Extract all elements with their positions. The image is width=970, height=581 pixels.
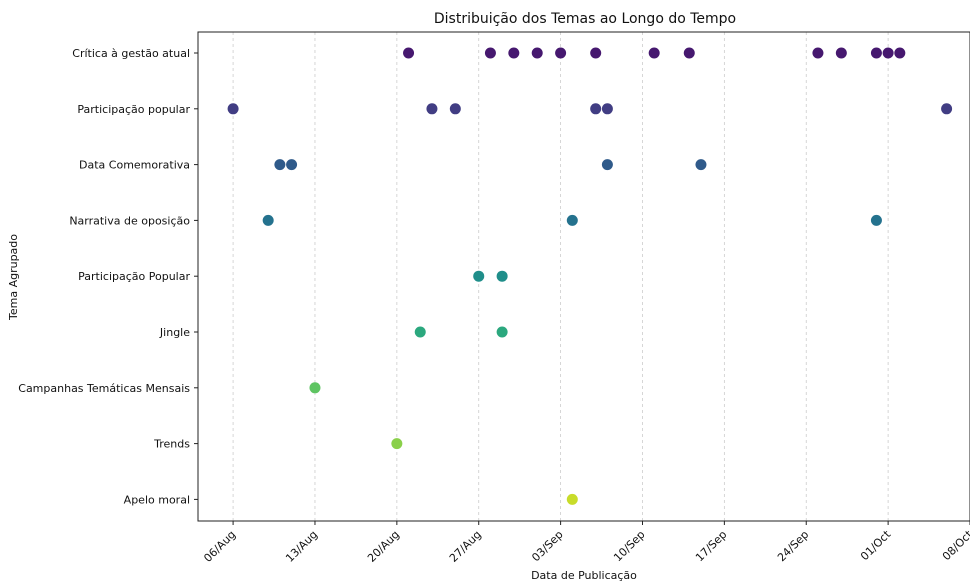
y-category-label: Apelo moral xyxy=(124,493,190,506)
point-narrativa-de-oposicao xyxy=(870,214,882,226)
x-tick-label: 13/Aug xyxy=(283,528,320,565)
x-tick-label: 08/Oct xyxy=(940,527,970,563)
point-data-comemorativa xyxy=(274,159,286,171)
y-category-label: Campanhas Temáticas Mensais xyxy=(18,382,190,395)
point-participacao-popular xyxy=(473,270,485,282)
point-critica-a-gestao-atual xyxy=(812,47,824,59)
point-participacao-popular xyxy=(601,103,613,115)
point-participacao-popular xyxy=(449,103,461,115)
point-critica-a-gestao-atual xyxy=(835,47,847,59)
point-critica-a-gestao-atual xyxy=(648,47,660,59)
y-category-label: Crítica à gestão atual xyxy=(72,47,190,60)
plot-area-frame xyxy=(197,31,970,522)
point-participacao-popular xyxy=(590,103,602,115)
x-tick-label: 24/Sep xyxy=(775,528,811,564)
point-critica-a-gestao-atual xyxy=(484,47,496,59)
point-critica-a-gestao-atual xyxy=(555,47,567,59)
x-axis-label: Data de Publicação xyxy=(531,569,637,581)
y-category-label: Jingle xyxy=(159,326,190,339)
point-critica-a-gestao-atual xyxy=(882,47,894,59)
point-critica-a-gestao-atual xyxy=(894,47,906,59)
point-critica-a-gestao-atual xyxy=(403,47,415,59)
data-points xyxy=(227,47,953,505)
point-narrativa-de-oposicao xyxy=(566,214,578,226)
y-axis: Crítica à gestão atual Participação popul… xyxy=(18,47,198,506)
y-category-label: Participação Popular xyxy=(78,270,190,283)
x-tick-label: 06/Aug xyxy=(201,528,238,565)
y-category-label: Participação popular xyxy=(77,103,190,116)
y-category-label: Trends xyxy=(153,438,190,451)
point-data-comemorativa xyxy=(601,159,613,171)
x-tick-label: 27/Aug xyxy=(447,528,484,565)
point-apelo-moral xyxy=(566,493,578,505)
point-critica-a-gestao-atual xyxy=(590,47,602,59)
x-tick-label: 01/Oct xyxy=(858,527,894,563)
point-critica-a-gestao-atual xyxy=(508,47,520,59)
point-critica-a-gestao-atual xyxy=(683,47,695,59)
point-jingle xyxy=(496,326,508,338)
point-jingle xyxy=(414,326,426,338)
point-participacao-popular xyxy=(426,103,438,115)
y-axis-label: Tema Agrupado xyxy=(7,234,20,321)
chart-title: Distribuição dos Temas ao Longo do Tempo xyxy=(434,11,736,27)
point-narrativa-de-oposicao xyxy=(262,214,274,226)
point-campanhas-tematicas-mensais xyxy=(309,382,321,394)
grid-lines xyxy=(232,32,970,521)
point-data-comemorativa xyxy=(286,159,298,171)
point-data-comemorativa xyxy=(695,159,707,171)
point-critica-a-gestao-atual xyxy=(870,47,882,59)
point-participacao-popular xyxy=(941,103,953,115)
y-category-label: Narrativa de oposição xyxy=(69,214,190,227)
x-tick-label: 10/Sep xyxy=(611,528,647,564)
point-participacao-popular xyxy=(496,270,508,282)
x-tick-label: 20/Aug xyxy=(365,528,402,565)
point-trends xyxy=(391,438,403,450)
x-tick-label: 03/Sep xyxy=(529,528,565,564)
x-tick-label: 17/Sep xyxy=(693,528,729,564)
x-axis: 06/Aug 13/Aug 20/Aug 27/Aug 03/Sep 10/Sep 17/S… xyxy=(201,521,970,565)
y-category-label: Data Comemorativa xyxy=(79,159,190,172)
point-participacao-popular xyxy=(227,103,239,115)
point-critica-a-gestao-atual xyxy=(531,47,543,59)
